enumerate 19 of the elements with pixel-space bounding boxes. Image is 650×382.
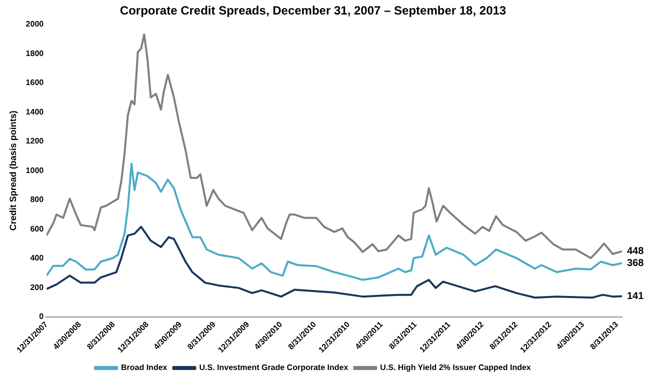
- chart-title: Corporate Credit Spreads, December 31, 2007 – September 18, 2013: [120, 4, 506, 18]
- y-tick-label: 1800: [26, 48, 44, 58]
- y-tick-label: 1000: [26, 166, 44, 175]
- y-tick-label: 1400: [26, 107, 44, 116]
- annotation: 448: [627, 246, 644, 258]
- y-axis-title: Credit Spread (basis points): [8, 110, 18, 231]
- y-tick-label: 400: [30, 254, 44, 263]
- y-tick-label: 600: [30, 224, 44, 234]
- y-tick-label: 2000: [26, 20, 44, 29]
- y-tick-label: 800: [30, 195, 44, 204]
- legend-label: Broad Index: [120, 363, 168, 372]
- annotation: 141: [627, 291, 644, 302]
- legend-label: U.S. Investment Grade Corporate Index: [199, 363, 349, 372]
- y-tick-label: 1600: [26, 78, 44, 88]
- legend-label: U.S. High Yield 2% Issuer Capped Index: [380, 363, 532, 372]
- y-tick-label: 200: [30, 282, 44, 292]
- y-tick-label: 0: [39, 312, 44, 322]
- y-tick-label: 1200: [26, 136, 44, 146]
- annotation: 368: [627, 258, 644, 269]
